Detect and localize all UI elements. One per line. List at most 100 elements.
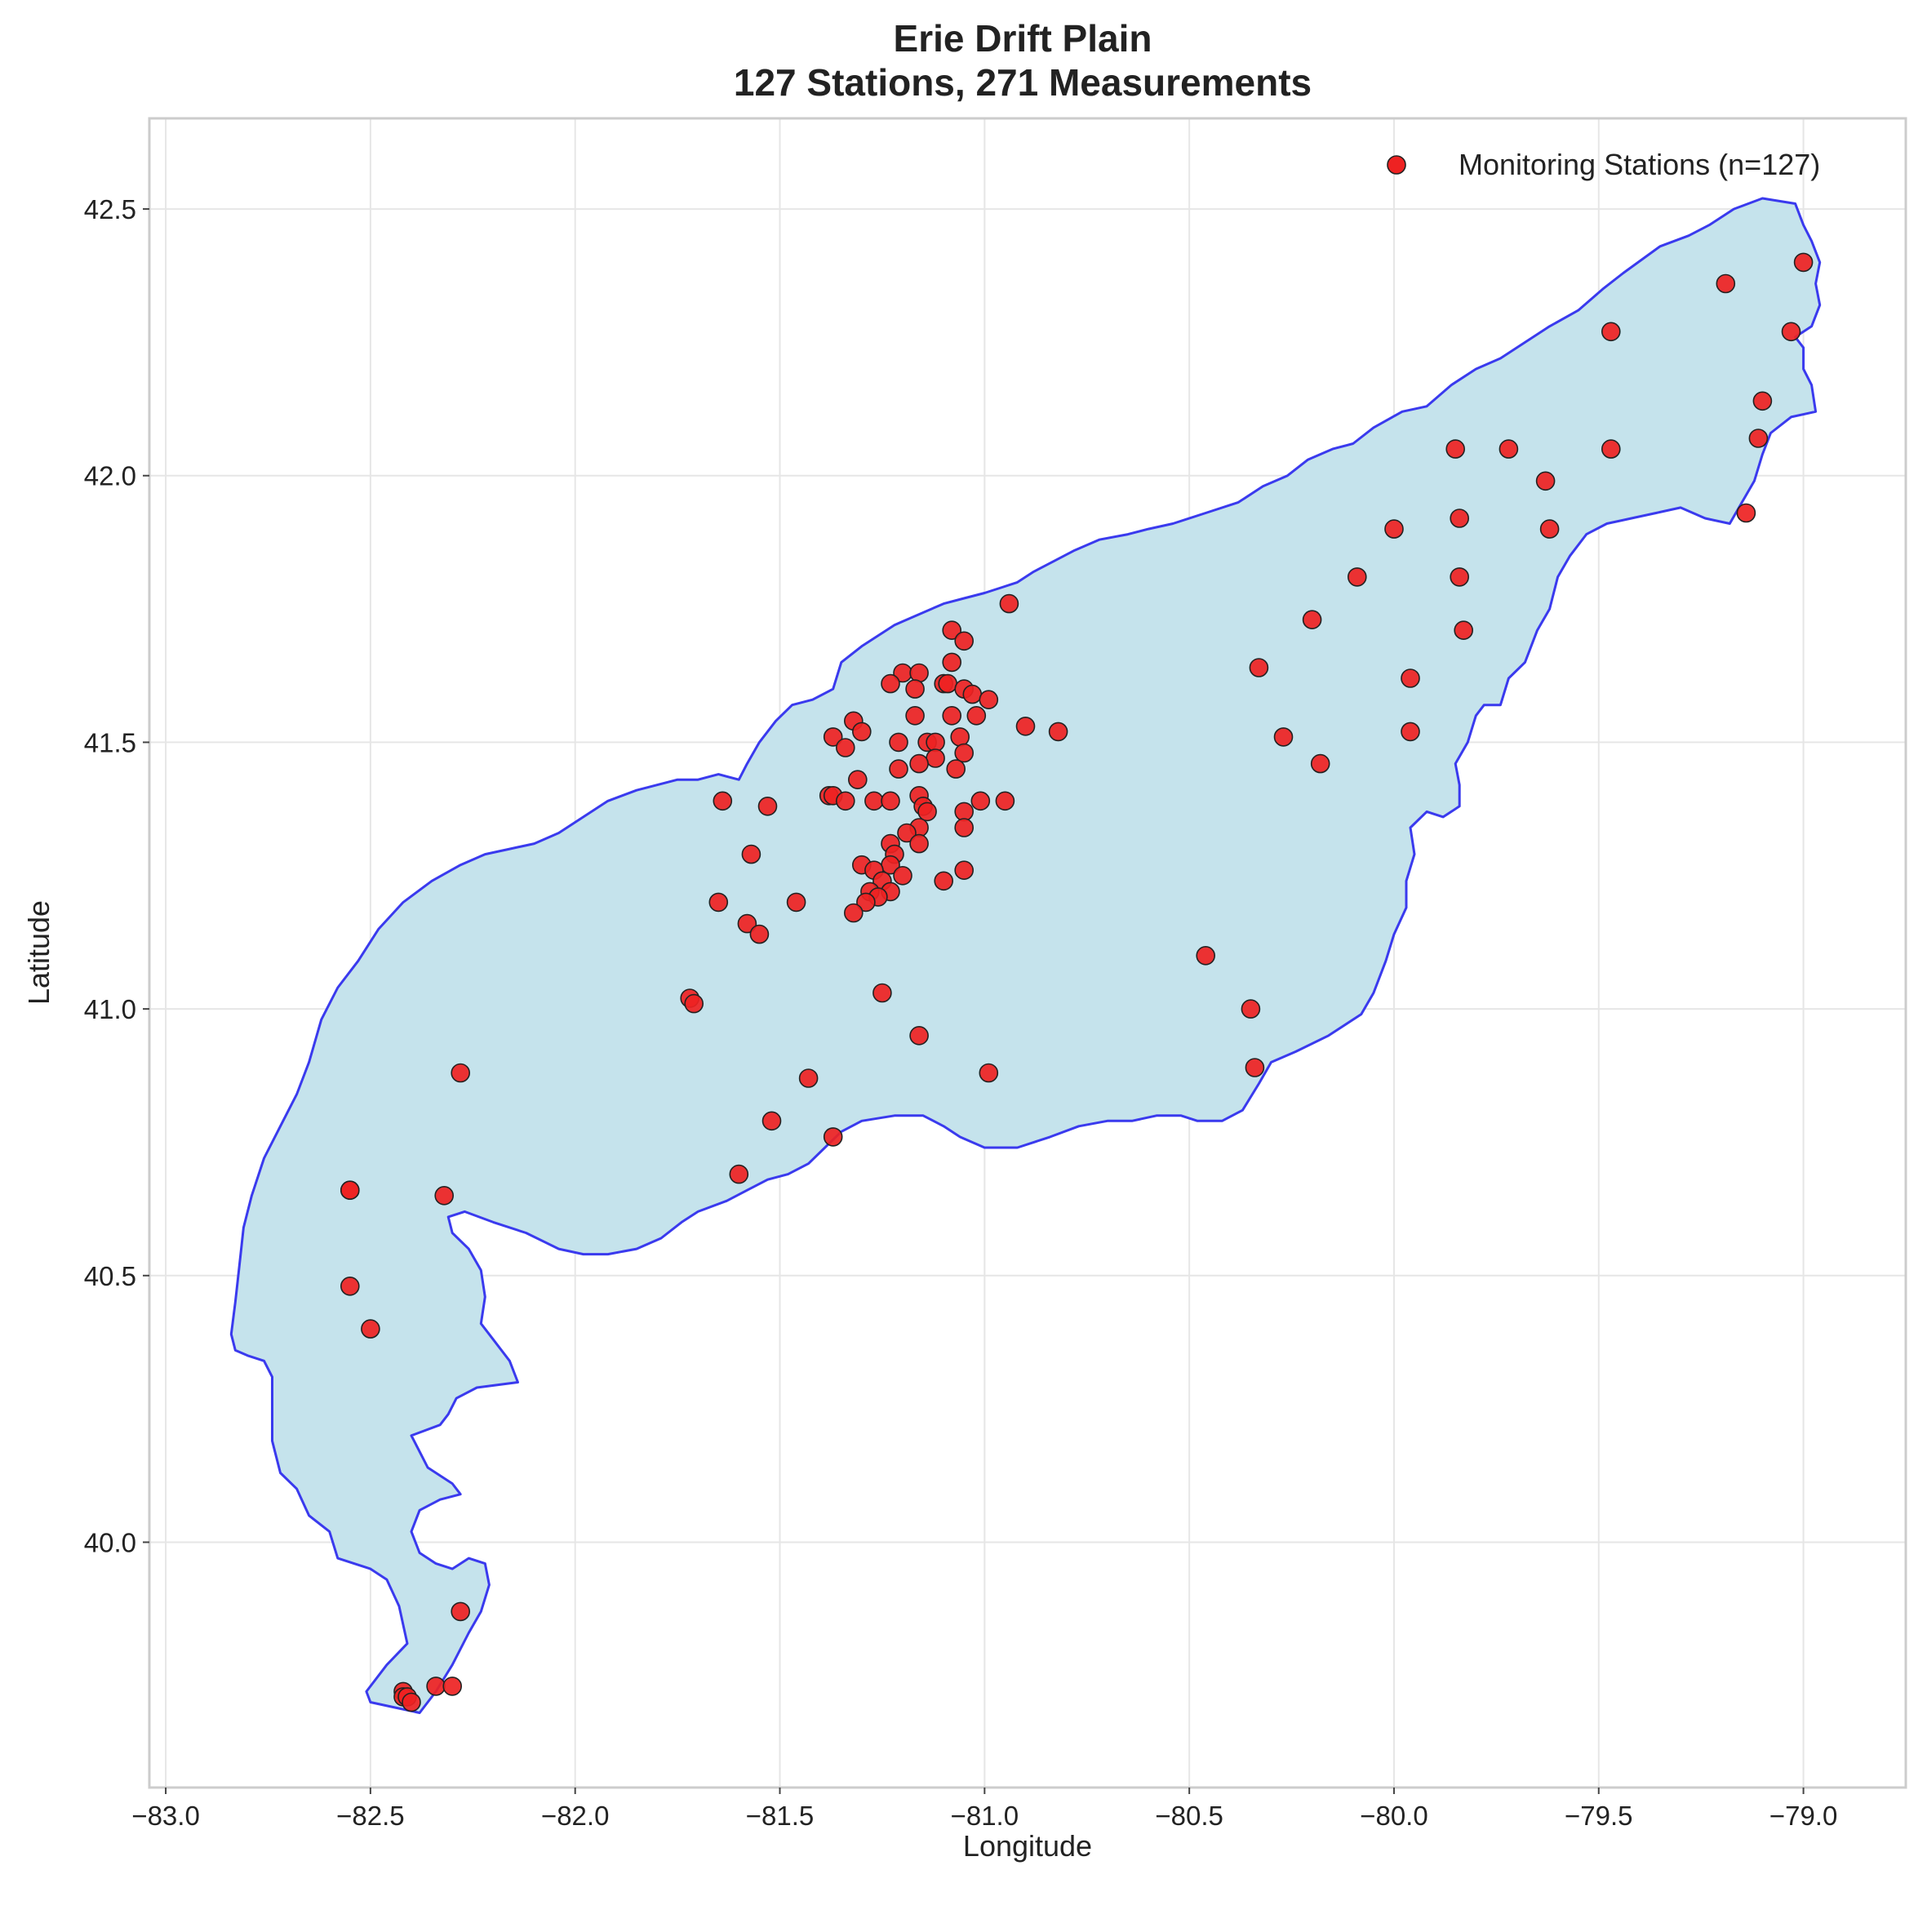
chart-title: Erie Drift Plain: [894, 17, 1152, 60]
station-point-64: [995, 791, 1015, 811]
station-point-0: [1793, 252, 1814, 273]
station-point-108: [361, 1319, 380, 1339]
x-axis-label: Longitude: [963, 1829, 1092, 1863]
station-point-25: [881, 673, 900, 694]
x-tick-label-0: −83.0: [131, 1801, 200, 1831]
station-point-24: [909, 663, 929, 683]
station-point-12: [1384, 519, 1404, 539]
station-point-14: [1348, 567, 1367, 587]
plot-frame: [148, 117, 1907, 1789]
station-point-102: [823, 1127, 843, 1147]
station-point-46: [926, 732, 945, 753]
station-point-19: [942, 620, 961, 641]
station-point-10: [1736, 503, 1756, 523]
station-point-81: [934, 871, 953, 891]
station-point-99: [979, 1063, 999, 1083]
station-point-48: [954, 743, 974, 763]
y-tick-label-4: 42.0: [84, 461, 136, 491]
y-tick-label-3: 41.5: [84, 727, 136, 757]
station-point-87: [856, 892, 876, 913]
station-point-35: [905, 705, 925, 726]
station-point-58: [713, 791, 733, 811]
station-point-2: [1601, 322, 1621, 342]
station-point-101: [761, 1111, 782, 1131]
station-point-97: [1245, 1058, 1265, 1077]
station-point-11: [1450, 509, 1469, 528]
station-point-98: [451, 1063, 471, 1083]
y-tick-label-1: 40.5: [84, 1261, 136, 1291]
station-point-70: [897, 823, 917, 843]
station-point-79: [893, 866, 912, 886]
station-point-47: [836, 738, 855, 757]
station-point-20: [954, 631, 974, 651]
station-point-105: [340, 1180, 360, 1200]
station-point-29: [905, 679, 925, 699]
station-point-31: [1401, 668, 1420, 688]
station-point-38: [1048, 722, 1068, 742]
station-point-96: [909, 1026, 929, 1046]
drift-plain-region: [229, 197, 1822, 1714]
legend-label: Monitoring Stations (n=127): [1459, 148, 1820, 181]
station-point-40: [950, 727, 970, 747]
station-point-53: [946, 759, 966, 779]
x-tick-label-6: −80.0: [1360, 1801, 1428, 1831]
station-point-91: [1196, 946, 1215, 966]
station-point-5: [1748, 429, 1769, 448]
station-point-33: [942, 705, 961, 726]
station-point-44: [889, 732, 908, 753]
station-point-34: [966, 705, 987, 726]
y-tick-label-5: 42.5: [84, 194, 136, 224]
station-point-9: [1535, 471, 1556, 491]
x-axis-ticks: −83.0 −82.5 −82.0 −81.5 −81.0 −80.5 −80.0 −79.5…: [131, 1788, 1837, 1831]
station-point-49: [926, 748, 945, 768]
station-point-66: [917, 802, 937, 822]
station-point-17: [1302, 610, 1322, 630]
station-point-115: [402, 1692, 421, 1712]
station-point-71: [909, 833, 929, 854]
station-point-74: [741, 844, 761, 864]
station-point-18: [1454, 620, 1473, 641]
station-point-85: [708, 892, 729, 913]
station-point-107: [340, 1277, 360, 1296]
station-point-21: [942, 652, 961, 673]
y-axis-label: Latitude: [22, 900, 56, 1005]
station-point-6: [1445, 439, 1465, 459]
x-tick-label-5: −80.5: [1155, 1801, 1223, 1831]
station-point-94: [684, 993, 704, 1014]
station-point-3: [1781, 322, 1801, 342]
x-tick-label-8: −79.0: [1769, 1801, 1838, 1831]
station-point-65: [757, 796, 778, 816]
station-point-109: [451, 1601, 471, 1622]
station-point-78: [954, 860, 974, 880]
station-point-60: [864, 791, 884, 811]
station-point-15: [1450, 567, 1469, 587]
station-point-54: [848, 770, 868, 790]
legend: Monitoring Stations (n=127): [1387, 148, 1820, 181]
station-point-95: [1241, 999, 1261, 1019]
station-point-43: [1273, 727, 1294, 747]
station-point-103: [729, 1164, 749, 1184]
station-point-30: [962, 684, 983, 704]
station-point-111: [442, 1677, 463, 1696]
station-point-42: [823, 727, 843, 747]
station-point-16: [999, 593, 1019, 614]
station-point-59: [836, 791, 855, 811]
station-point-69: [954, 818, 974, 837]
x-tick-label-3: −81.5: [746, 1801, 815, 1831]
y-tick-label-2: 41.0: [84, 994, 136, 1024]
station-points: [340, 252, 1814, 1712]
station-point-7: [1499, 439, 1519, 459]
y-tick-label-0: 40.0: [84, 1527, 136, 1557]
station-point-106: [434, 1186, 455, 1206]
station-point-86: [786, 892, 806, 913]
station-point-90: [749, 924, 770, 944]
station-point-27: [938, 673, 957, 694]
legend-marker: [1387, 155, 1406, 175]
x-tick-label-4: −81.0: [951, 1801, 1019, 1831]
region-layer: [229, 197, 1822, 1714]
station-point-32: [979, 690, 999, 710]
station-point-110: [426, 1677, 446, 1696]
station-point-51: [1310, 753, 1330, 774]
station-point-67: [954, 802, 974, 822]
